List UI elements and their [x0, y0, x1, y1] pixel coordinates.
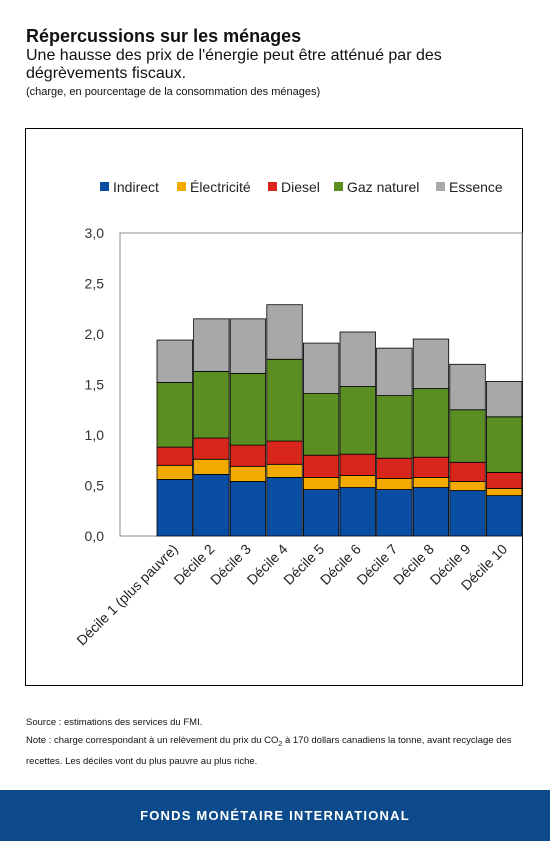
- bar-segment: [339, 474, 376, 488]
- bar-segment: [485, 495, 523, 537]
- legend-swatch: [334, 182, 343, 191]
- bar-segment: [156, 464, 193, 480]
- y-tick-label: 0,0: [85, 528, 105, 544]
- bar-segment: [156, 339, 193, 383]
- bar-segment: [449, 363, 486, 411]
- bar-segment: [412, 338, 450, 389]
- bar-segment: [266, 477, 303, 537]
- bar-segment: [229, 318, 267, 374]
- y-tick-label: 2,5: [85, 276, 105, 292]
- bar-segment: [449, 481, 486, 491]
- page-title: Répercussions sur les ménages: [26, 26, 302, 46]
- stacked-bar-chart: 0,0 0,5 1,0 1,5 2,0 2,5 3,0 Décile 1 (plus pauv…: [73, 179, 523, 649]
- bar-segment: [339, 386, 376, 455]
- bar-segment: [302, 489, 340, 537]
- brand-name: FONDS MONÉTAIRE INTERNATIONAL: [140, 808, 410, 823]
- legend-label: Électricité: [190, 179, 251, 195]
- bar-segment: [229, 444, 267, 467]
- bar-segment: [339, 453, 376, 476]
- bar-segment: [266, 440, 303, 465]
- bar-segment: [302, 342, 340, 394]
- bar-segment: [229, 481, 267, 537]
- y-tick-label: 3,0: [85, 225, 105, 241]
- legend-swatch: [177, 182, 186, 191]
- source-note: Source : estimations des services du FMI…: [26, 717, 203, 728]
- bar-segment: [229, 465, 267, 482]
- bar-segment: [376, 489, 413, 537]
- bar-segment: [193, 437, 230, 460]
- legend-label: Gaz naturel: [347, 179, 419, 195]
- bar-segment: [412, 388, 450, 458]
- bar-segment: [302, 454, 340, 478]
- legend-swatch: [436, 182, 445, 191]
- bar-segment: [339, 487, 376, 537]
- bar-segment: [485, 488, 523, 496]
- bar-segment: [412, 456, 450, 478]
- x-tick-label: Décile 1 (plus pauvre): [73, 541, 181, 649]
- bar-segment: [376, 347, 413, 397]
- footer-bar: FONDS MONÉTAIRE INTERNATIONAL: [0, 790, 550, 841]
- bar-segment: [449, 409, 486, 463]
- y-tick-label: 1,0: [85, 427, 105, 443]
- bar-segment: [485, 381, 523, 418]
- bar-segment: [376, 395, 413, 459]
- bar-segment: [302, 393, 340, 456]
- bar-segment: [412, 487, 450, 537]
- bar-segment: [193, 370, 230, 439]
- bar-segment: [266, 304, 303, 360]
- bar-segment: [376, 478, 413, 490]
- bar-segment: [193, 473, 230, 537]
- page-subtitle: Une hausse des prix de l'énergie peut êt…: [26, 47, 442, 82]
- bar-segment: [193, 318, 230, 372]
- footnote-text-end: à 170 dollars canadiens la tonne, avant …: [26, 735, 512, 767]
- bar-segment: [485, 471, 523, 489]
- bar-segment: [449, 461, 486, 482]
- bar-segment: [339, 331, 376, 387]
- legend-label: Essence: [449, 179, 503, 195]
- bar-segment: [156, 479, 193, 537]
- y-tick-label: 2,0: [85, 326, 105, 342]
- bar-segment: [156, 446, 193, 466]
- bar-segment: [266, 358, 303, 442]
- y-tick-label: 1,5: [85, 377, 105, 393]
- bar-segment: [156, 382, 193, 448]
- bar-segment: [302, 477, 340, 490]
- bar-segment: [449, 490, 486, 537]
- footnote-text-start: Note : charge correspondant à un relèvem…: [26, 735, 279, 746]
- bar-segment: [376, 457, 413, 479]
- bar-segment: [193, 458, 230, 475]
- legend-label: Diesel: [281, 179, 320, 195]
- legend-swatch: [100, 182, 109, 191]
- legend-label: Indirect: [113, 179, 159, 195]
- footnote: Note : charge correspondant à un relèvem…: [26, 732, 528, 770]
- legend-swatch: [268, 182, 277, 191]
- bar-segment: [485, 416, 523, 473]
- unit-note: (charge, en pourcentage de la consommati…: [26, 86, 321, 98]
- bar-segment: [229, 372, 267, 446]
- bar-segment: [266, 463, 303, 478]
- bar-segment: [412, 477, 450, 488]
- footnote-subscript: 2: [278, 740, 283, 748]
- y-tick-label: 0,5: [85, 478, 105, 494]
